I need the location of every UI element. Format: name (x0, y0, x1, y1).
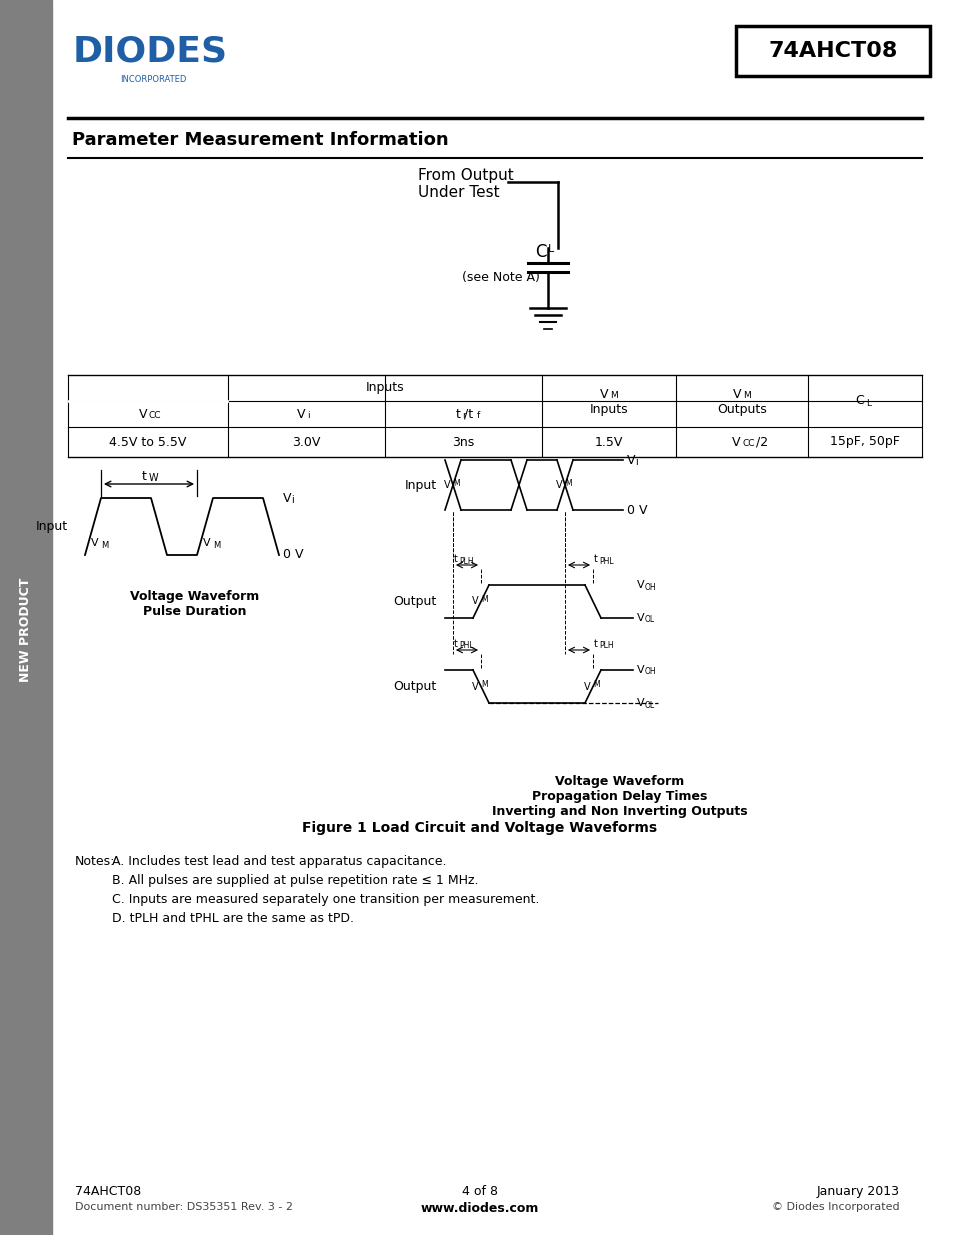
Text: i: i (635, 457, 638, 467)
Text: W: W (149, 473, 158, 483)
Text: V: V (472, 682, 478, 692)
Text: M: M (564, 478, 571, 488)
Text: M: M (480, 680, 487, 689)
Text: Input: Input (404, 478, 436, 492)
Text: January 2013: January 2013 (816, 1186, 899, 1198)
Bar (0, 0, 52, 1235)
Text: 1.5V: 1.5V (594, 436, 622, 448)
Text: 4 of 8: 4 of 8 (461, 1186, 497, 1198)
Text: © Diodes Incorporated: © Diodes Incorporated (772, 1202, 899, 1212)
Text: 3ns: 3ns (452, 436, 475, 448)
Text: Output: Output (394, 680, 436, 693)
Text: 0 V: 0 V (283, 548, 303, 562)
Text: 74AHCT08: 74AHCT08 (75, 1186, 141, 1198)
Text: From Output
Under Test: From Output Under Test (417, 168, 514, 200)
Text: i: i (307, 411, 310, 420)
Text: M: M (609, 391, 618, 400)
Text: L: L (547, 245, 554, 254)
Text: t: t (142, 469, 147, 483)
Text: V: V (91, 538, 99, 548)
Text: 4.5V to 5.5V: 4.5V to 5.5V (110, 436, 187, 448)
Text: DIODES: DIODES (72, 35, 228, 69)
Text: M: M (480, 595, 487, 604)
Text: www.diodes.com: www.diodes.com (420, 1202, 538, 1215)
Text: V: V (626, 453, 635, 467)
Text: B. All pulses are supplied at pulse repetition rate ≤ 1 MHz.: B. All pulses are supplied at pulse repe… (112, 874, 478, 887)
Text: Voltage Waveform
Propagation Delay Times
Inverting and Non Inverting Outputs: Voltage Waveform Propagation Delay Times… (492, 776, 747, 818)
Text: M: M (453, 478, 459, 488)
Text: Outputs: Outputs (717, 403, 766, 415)
Text: V: V (637, 613, 644, 622)
Text: OL: OL (644, 700, 655, 709)
Text: t: t (454, 555, 457, 564)
Text: V: V (556, 480, 562, 490)
Text: V: V (637, 698, 644, 708)
Text: INCORPORATED: INCORPORATED (120, 75, 186, 84)
Text: OL: OL (644, 615, 655, 625)
Text: CC: CC (149, 411, 161, 420)
Text: C: C (854, 394, 863, 408)
Text: PHL: PHL (458, 641, 473, 651)
Text: D. tPLH and tPHL are the same as tPD.: D. tPLH and tPHL are the same as tPD. (112, 911, 354, 925)
Text: V: V (598, 388, 607, 400)
Text: V: V (637, 664, 644, 676)
Text: /t: /t (463, 408, 473, 420)
Text: C: C (535, 243, 546, 261)
Text: OH: OH (644, 667, 656, 677)
Text: V: V (731, 436, 740, 448)
Text: Parameter Measurement Information: Parameter Measurement Information (71, 131, 448, 149)
Text: Figure 1 Load Circuit and Voltage Waveforms: Figure 1 Load Circuit and Voltage Wavefo… (302, 821, 657, 835)
Text: V: V (584, 682, 590, 692)
Text: f: f (476, 411, 479, 420)
Text: t: t (594, 638, 598, 650)
Text: V: V (444, 480, 451, 490)
Text: V: V (203, 538, 211, 548)
Text: Notes:: Notes: (75, 855, 115, 868)
Text: t: t (454, 638, 457, 650)
Text: V: V (732, 388, 740, 400)
Text: (see Note A): (see Note A) (461, 272, 539, 284)
Text: t: t (456, 408, 460, 420)
Text: 3.0V: 3.0V (292, 436, 320, 448)
Text: M: M (742, 391, 750, 400)
Text: Document number: DS35351 Rev. 3 - 2: Document number: DS35351 Rev. 3 - 2 (75, 1202, 293, 1212)
Text: V: V (138, 408, 147, 420)
Text: i: i (291, 495, 294, 505)
Text: 0 V: 0 V (626, 504, 647, 516)
Text: 15pF, 50pF: 15pF, 50pF (829, 436, 899, 448)
Text: Inputs: Inputs (365, 382, 404, 394)
Text: t: t (594, 555, 598, 564)
Text: M: M (101, 541, 108, 550)
Text: V: V (637, 580, 644, 590)
Text: V: V (283, 492, 292, 505)
Text: C. Inputs are measured separately one transition per measurement.: C. Inputs are measured separately one tr… (112, 893, 538, 906)
Text: Input: Input (36, 520, 68, 534)
Text: NEW PRODUCT: NEW PRODUCT (19, 578, 32, 682)
Text: /2: /2 (755, 436, 767, 448)
Text: Output: Output (394, 595, 436, 608)
Text: PLH: PLH (598, 641, 613, 651)
Text: M: M (593, 680, 599, 689)
Text: A. Includes test lead and test apparatus capacitance.: A. Includes test lead and test apparatus… (112, 855, 446, 868)
FancyBboxPatch shape (735, 26, 929, 77)
Text: V: V (472, 597, 478, 606)
Text: L: L (865, 399, 870, 408)
Text: r: r (462, 411, 466, 420)
Text: 74AHCT08: 74AHCT08 (767, 41, 897, 61)
Text: CC: CC (742, 440, 755, 448)
Text: PHL: PHL (598, 557, 613, 566)
Text: V: V (296, 408, 305, 420)
Text: Inputs: Inputs (589, 403, 628, 415)
Text: OH: OH (644, 583, 656, 592)
Text: PLH: PLH (458, 557, 473, 566)
Text: M: M (213, 541, 220, 550)
Text: Voltage Waveform
Pulse Duration: Voltage Waveform Pulse Duration (131, 590, 259, 618)
